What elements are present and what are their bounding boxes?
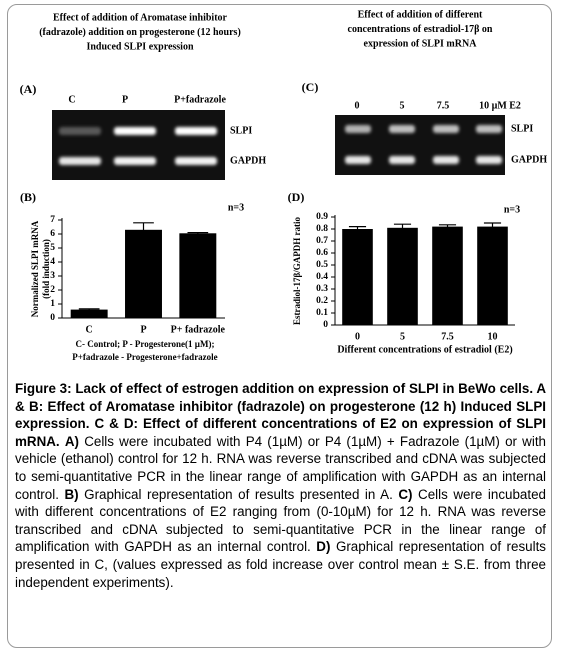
panel-title: Induced SLPI expression [86, 41, 194, 52]
y-tick-label: 0.3 [316, 284, 328, 294]
x-axis-label: Different concentrations of estradiol (E… [337, 344, 512, 355]
gel-band [345, 156, 371, 164]
caption-text: Graphical representation of results pres… [84, 486, 393, 502]
bar [477, 226, 508, 325]
y-tick-label: 0.6 [316, 248, 328, 258]
caption-text: Cells were incubated with P4 (1µM) or P4… [15, 433, 546, 502]
y-tick-label: 0 [323, 320, 328, 330]
caption: Figure 3: Lack of effect of estrogen add… [15, 380, 546, 591]
y-tick-label: 2 [50, 285, 55, 295]
y-tick-label: 4 [50, 257, 55, 267]
y-axis-label: Normalized SLPI mRNA [30, 220, 40, 317]
x-tick-label: P [140, 324, 146, 335]
gel-band [175, 157, 217, 165]
x-tick-label: 5 [400, 331, 405, 342]
x-tick-label: 7.5 [441, 331, 454, 342]
panel-title: expression of SLPI mRNA [364, 38, 478, 49]
gel-band [476, 125, 502, 133]
lane-label: 7.5 [437, 100, 450, 111]
gel-image [335, 115, 505, 175]
gel-band [114, 127, 156, 135]
y-tick-label: 0.9 [316, 212, 328, 222]
abbreviation-note: C- Control; P - Progesterone(1 µM); [76, 339, 215, 349]
bar [387, 227, 418, 325]
sample-size-note: n=3 [504, 204, 520, 215]
gel-band [389, 125, 415, 133]
panel-label: (A) [20, 82, 37, 96]
gel-band [433, 125, 459, 133]
lane-label: 10 µM E2 [479, 100, 521, 111]
y-axis-label: (fold induction) [41, 239, 51, 299]
y-axis-label: Estradiol-17β/GAPDH ratio [292, 217, 302, 325]
bar [342, 229, 373, 325]
band-label: SLPI [230, 125, 252, 136]
x-tick-label: 0 [355, 331, 360, 342]
y-tick-label: 0.8 [316, 224, 328, 234]
gel-band [476, 156, 502, 164]
x-tick-label: P+ fadrazole [171, 324, 226, 335]
y-tick-label: 6 [50, 229, 55, 239]
lane-label: 0 [355, 100, 360, 111]
lane-label: C [68, 94, 75, 105]
gel-band [389, 156, 415, 164]
y-tick-label: 0.4 [316, 272, 328, 282]
y-tick-label: 0.1 [316, 308, 328, 318]
lane-label: P+fadrazole [174, 94, 226, 105]
gel-band [59, 157, 101, 165]
caption-label: A) [64, 433, 79, 449]
panel-title: concentrations of estradiol-17β on [348, 24, 493, 35]
caption-label: B) [64, 486, 79, 502]
y-tick-label: 5 [50, 243, 55, 253]
lane-label: P [122, 94, 128, 105]
y-tick-label: 0 [50, 313, 55, 323]
caption-label: D) [316, 539, 331, 555]
figure-frame [7, 4, 552, 648]
x-tick-label: C [86, 324, 93, 335]
y-tick-label: 7 [50, 215, 55, 225]
panel-title: Effect of addition of Aromatase inhibito… [53, 12, 228, 23]
abbreviation-note: P+fadrazole - Progesterone+fadrazole [72, 352, 217, 362]
y-tick-label: 0.7 [316, 236, 328, 246]
caption-text: Cells were incubated with different conc… [15, 486, 546, 555]
figure: Effect of addition of Aromatase inhibito… [20, 9, 548, 362]
bar [70, 309, 108, 318]
band-label: GAPDH [230, 155, 266, 166]
gel-band [114, 157, 156, 165]
panel-label: (B) [20, 190, 36, 204]
bar [125, 229, 162, 318]
bar [432, 226, 463, 325]
panel-title: Effect of addition of different [358, 9, 483, 20]
gel-band [59, 127, 101, 135]
caption-label: C) [398, 486, 413, 502]
band-label: GAPDH [511, 154, 547, 165]
y-tick-label: 3 [50, 271, 55, 281]
caption-heading: Figure 3: Lack of effect of estrogen add… [15, 381, 546, 449]
gel-band [175, 127, 217, 135]
panel-label: (C) [302, 80, 319, 94]
y-tick-label: 1 [50, 299, 55, 309]
lane-label: 5 [400, 100, 405, 111]
gel-band [433, 156, 459, 164]
band-label: SLPI [511, 123, 533, 134]
y-tick-label: 0.5 [316, 260, 328, 270]
panel-title: (fadrazole) addition on progesterone (12… [39, 27, 241, 38]
sample-size-note: n=3 [228, 202, 244, 213]
panel-label: (D) [288, 190, 305, 204]
y-tick-label: 0.2 [316, 296, 328, 306]
bar [179, 233, 217, 318]
gel-band [345, 125, 371, 133]
gel-image [52, 110, 225, 180]
caption-text: Graphical representation of results pres… [15, 539, 546, 590]
x-tick-label: 10 [488, 331, 498, 342]
